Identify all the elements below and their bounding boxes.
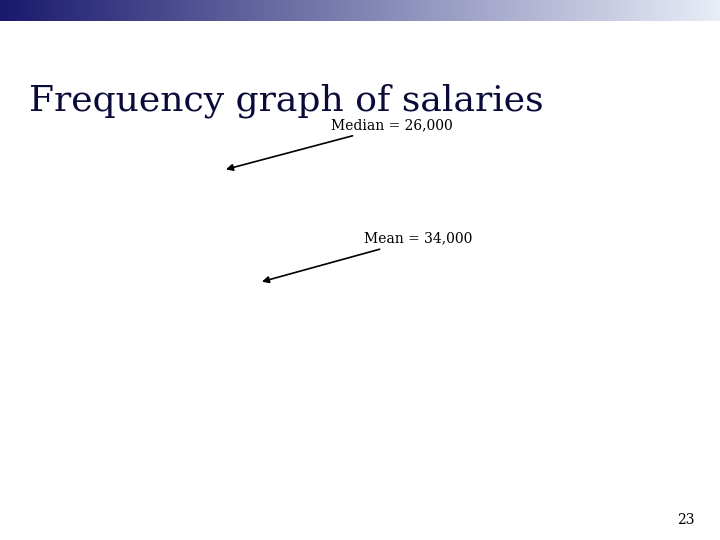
Text: Mean = 34,000: Mean = 34,000 [264, 232, 472, 282]
Text: Frequency graph of salaries: Frequency graph of salaries [29, 84, 544, 118]
Text: Median = 26,000: Median = 26,000 [228, 118, 453, 170]
Text: 23: 23 [678, 512, 695, 526]
